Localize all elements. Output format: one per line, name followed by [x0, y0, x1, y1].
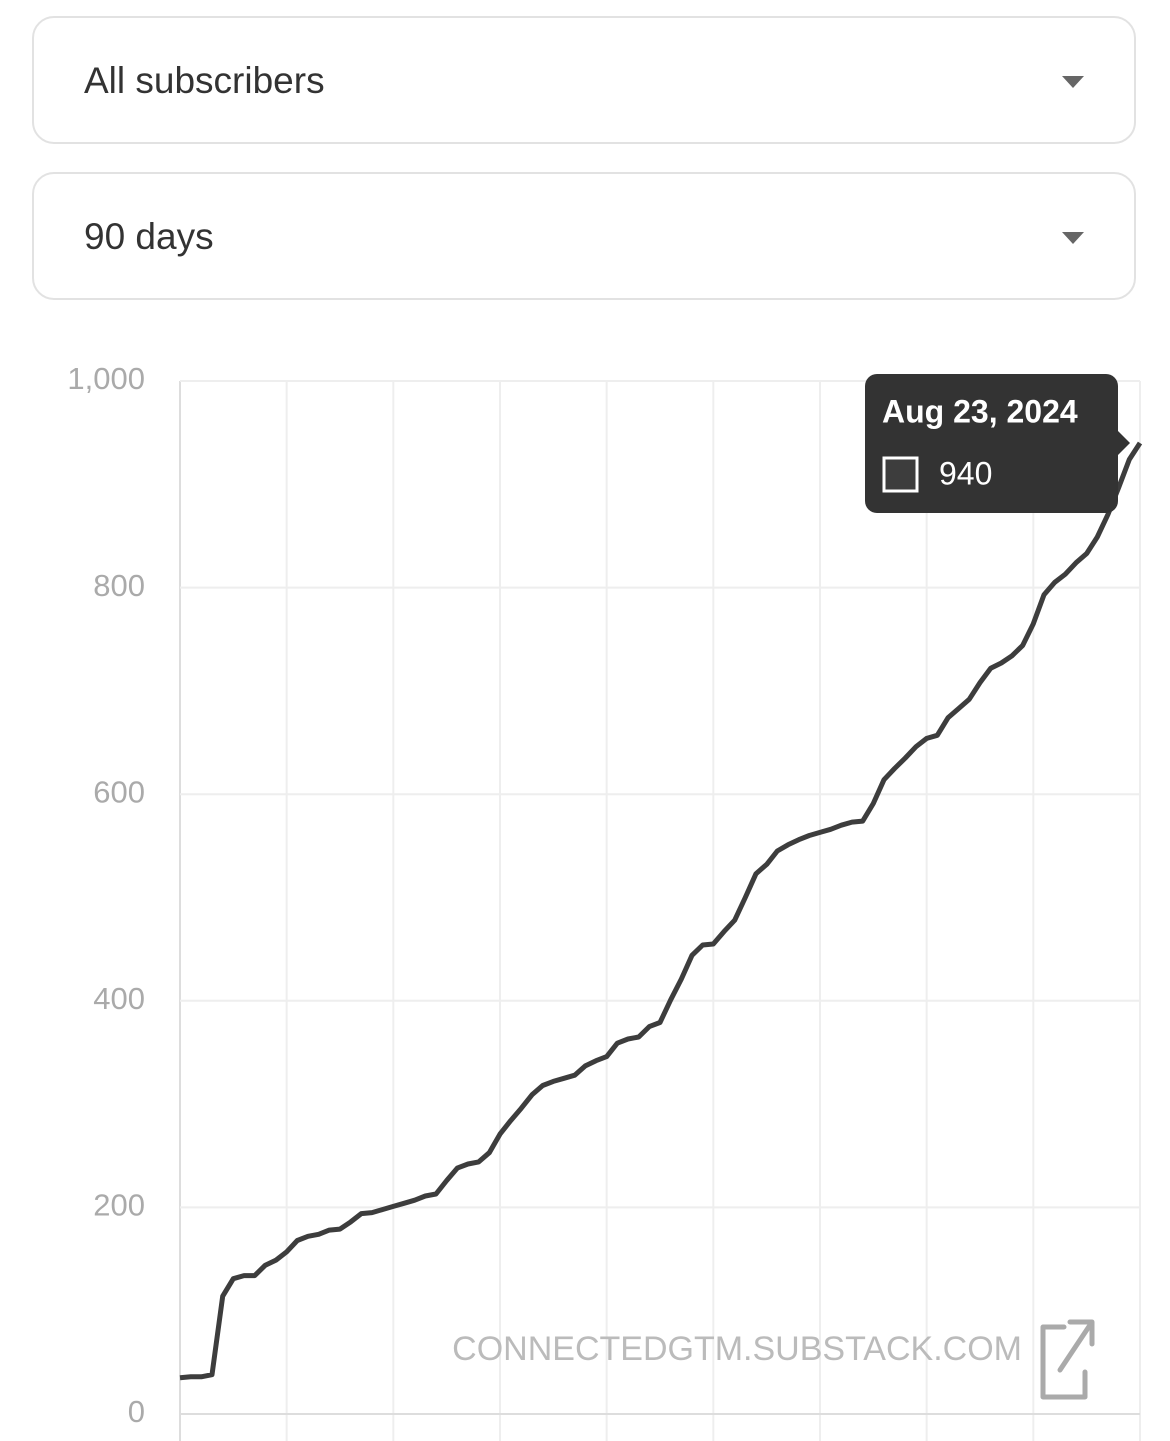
tooltip-box — [865, 374, 1118, 513]
dropdown-arrow — [1062, 232, 1084, 244]
range-dropdown[interactable]: 90 days — [32, 172, 1136, 300]
tooltip-pointer — [1118, 431, 1130, 455]
tooltip-swatch — [882, 456, 919, 493]
watermark: CONNECTEDGTM.SUBSTACK.COM — [452, 1330, 1022, 1368]
line — [179, 441, 1143, 1381]
y-tick-label: 800 — [93, 568, 145, 603]
tooltip: Aug 23, 2024 940 — [865, 374, 1130, 513]
y-tick-label: 0 — [128, 1394, 145, 1429]
y-tick-label: 200 — [93, 1188, 145, 1223]
dropdown-label: All subscribers — [84, 60, 325, 101]
y-tick-label: 600 — [93, 774, 145, 809]
tooltip-value: 940 — [939, 455, 992, 491]
y-tick-label: 1,000 — [67, 361, 145, 396]
icon-box — [1040, 1324, 1088, 1400]
icon-arrow — [1057, 1319, 1095, 1373]
y-tick-label: 400 — [93, 981, 145, 1016]
external-link-icon — [1040, 1319, 1095, 1400]
dropdown-arrow — [1062, 76, 1084, 88]
segment-dropdown[interactable]: All subscribers — [32, 16, 1136, 144]
tooltip-date: Aug 23, 2024 — [882, 393, 1078, 429]
dropdown-label: 90 days — [84, 216, 214, 257]
